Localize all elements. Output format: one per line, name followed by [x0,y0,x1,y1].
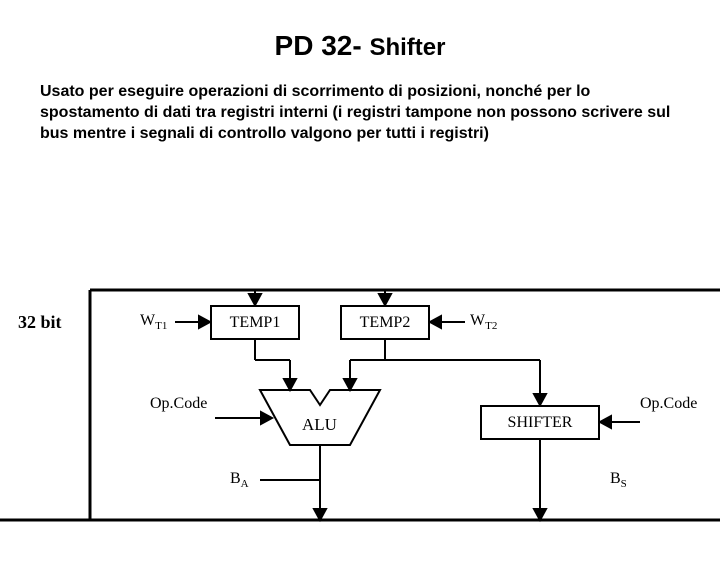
diagram-svg [0,260,720,540]
signal-opcode-right: Op.Code [640,395,697,413]
signal-wt1: WT1 [140,312,167,332]
signal-wt2: WT2 [470,312,497,332]
page-title: PD 32- Shifter [0,30,720,62]
bus-width-label: 32 bit [18,312,62,333]
title-main: PD 32 [275,30,353,61]
register-temp1: TEMP1 [210,305,300,340]
block-alu: ALU [302,415,337,435]
register-temp2: TEMP2 [340,305,430,340]
description-text: Usato per eseguire operazioni di scorrim… [40,82,680,144]
title-sep: - [352,30,369,61]
title-sub: Shifter [369,34,445,61]
signal-opcode-left: Op.Code [150,395,207,413]
signal-ba: BA [230,470,249,490]
block-shifter: SHIFTER [480,405,600,440]
signal-bs: BS [610,470,627,490]
diagram-area: 32 bit WT1 TEMP1 TEMP2 WT2 ALU Op.Code B… [0,260,720,540]
